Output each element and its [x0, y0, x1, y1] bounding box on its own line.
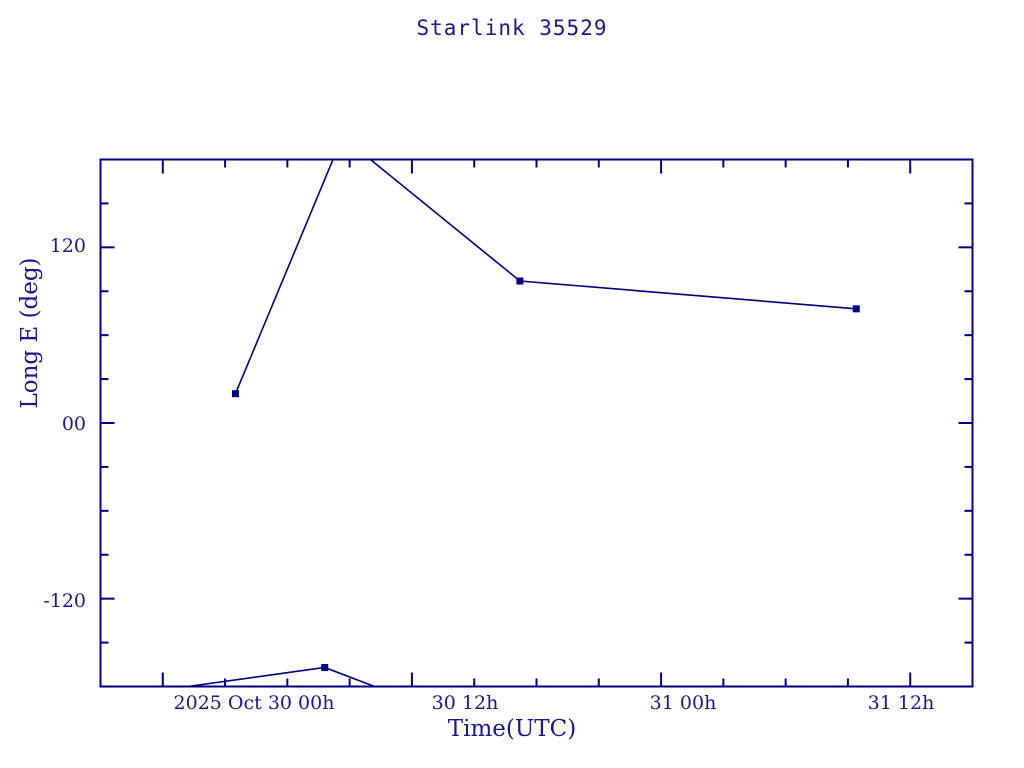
data-point-marker — [321, 663, 329, 671]
x-tick-label-2: 31 00h — [649, 692, 717, 714]
series-line-1 — [187, 666, 375, 687]
x-tick-label-1: 30 12h — [431, 692, 499, 714]
series-line-0 — [234, 159, 857, 395]
y-tick-label-120: 120 — [49, 235, 86, 257]
y-tick-label-neg120: -120 — [43, 590, 86, 612]
x-axis-title: Time(UTC) — [447, 716, 577, 742]
axis-ticks — [99, 158, 974, 688]
data-series — [187, 159, 860, 687]
x-tick-label-0: 2025 Oct 30 00h — [173, 692, 335, 714]
axes-frame — [99, 158, 974, 688]
y-axis-title: Long E (deg) — [17, 257, 43, 409]
x-tick-label-3: 31 12h — [867, 692, 935, 714]
data-point-marker — [231, 390, 239, 398]
data-point-marker — [852, 305, 860, 313]
data-point-marker — [516, 277, 524, 285]
chart-title: Starlink 35529 — [416, 16, 608, 40]
y-tick-label-0: 00 — [61, 413, 86, 435]
